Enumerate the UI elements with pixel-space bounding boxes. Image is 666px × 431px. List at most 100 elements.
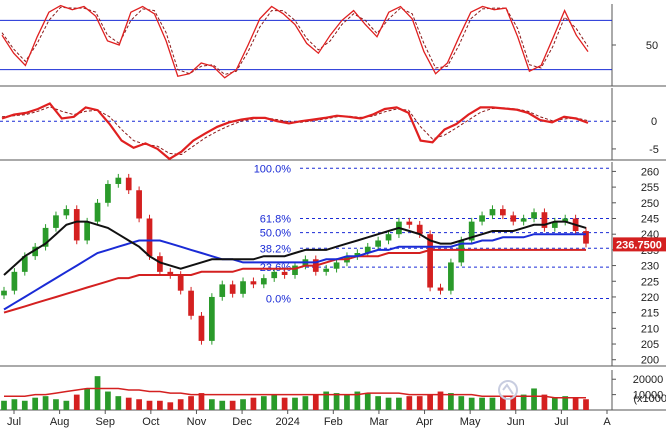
volume-bar bbox=[271, 394, 278, 410]
candle-body bbox=[541, 212, 548, 228]
price-tick-label: 225 bbox=[641, 276, 659, 288]
candle-body bbox=[385, 234, 392, 241]
volume-bar bbox=[188, 396, 194, 410]
osc-signal-line bbox=[1, 106, 589, 156]
candle-body bbox=[208, 296, 215, 341]
price-tick-label: 255 bbox=[641, 182, 659, 194]
candle-body bbox=[94, 202, 101, 222]
volume-bar bbox=[551, 397, 558, 410]
candle-body bbox=[510, 215, 517, 222]
candle-body bbox=[188, 290, 194, 316]
osc-main-line bbox=[1, 102, 589, 161]
month-label: Jul bbox=[554, 416, 568, 428]
candle-body bbox=[489, 209, 496, 216]
candle-body bbox=[448, 262, 454, 291]
candle-body bbox=[146, 218, 153, 257]
candle-body bbox=[427, 234, 433, 288]
candle-body bbox=[157, 256, 163, 272]
volume-bar bbox=[198, 393, 205, 410]
price-tick-label: 200 bbox=[641, 355, 659, 367]
candle-body bbox=[198, 315, 205, 341]
candle-body bbox=[468, 221, 475, 241]
candle-body bbox=[167, 271, 174, 275]
osc-tick-label: -5 bbox=[649, 144, 659, 156]
volume-bar bbox=[167, 402, 174, 410]
month-label: Nov bbox=[187, 416, 207, 428]
candle-body bbox=[73, 209, 80, 241]
volume-bar bbox=[572, 397, 579, 410]
price-tick-label: 215 bbox=[641, 308, 659, 320]
volume-bar bbox=[240, 399, 246, 410]
stoch-main-line bbox=[1, 4, 589, 79]
volume-bar bbox=[53, 399, 59, 410]
volume-bar bbox=[437, 391, 444, 410]
month-label: Jul bbox=[7, 416, 21, 428]
month-label: Dec bbox=[232, 416, 252, 428]
volume-bar bbox=[73, 394, 80, 410]
candle-body bbox=[125, 177, 132, 191]
price-panel: 2602552502452402352302252202152102052001… bbox=[0, 162, 666, 367]
volume-bar bbox=[21, 400, 28, 410]
volume-bar bbox=[136, 399, 142, 410]
fib-level-label: 0.0% bbox=[266, 294, 291, 306]
volume-bar bbox=[583, 399, 589, 410]
volume-bar bbox=[281, 397, 288, 410]
volume-bar bbox=[63, 400, 70, 410]
volume-unit-label: (x1000) bbox=[633, 393, 666, 405]
candle-body bbox=[375, 240, 382, 247]
candle-body bbox=[105, 183, 111, 203]
fib-level-label: 50.0% bbox=[260, 228, 291, 240]
volume-bar bbox=[344, 394, 350, 410]
candle-body bbox=[499, 209, 506, 216]
price-tick-label: 245 bbox=[641, 213, 659, 225]
price-tick-label: 205 bbox=[641, 339, 659, 351]
month-label: Jun bbox=[507, 416, 525, 428]
osc-tick-label: 0 bbox=[651, 116, 657, 128]
candle-body bbox=[84, 221, 91, 241]
volume-bar bbox=[520, 394, 527, 410]
volume-bar bbox=[354, 391, 361, 410]
candle-body bbox=[531, 212, 537, 219]
volume-bar bbox=[323, 391, 330, 410]
candle-body bbox=[437, 287, 444, 291]
volume-bar bbox=[115, 396, 122, 410]
volume-bar bbox=[364, 393, 371, 410]
volume-bar bbox=[125, 397, 132, 410]
volume-tick-label: 20000 bbox=[633, 374, 664, 386]
last-price-label: 236.7500 bbox=[616, 239, 662, 251]
month-label: 2024 bbox=[275, 416, 299, 428]
volume-bar bbox=[458, 396, 465, 410]
volume-tick-label: 10000 bbox=[633, 390, 664, 402]
volume-bar bbox=[312, 394, 319, 410]
volume-panel: 20000 10000(x1000) Jul Aug Sep Oct Nov Dec 2024 F… bbox=[0, 370, 666, 428]
volume-bar bbox=[219, 400, 226, 410]
candle-body bbox=[219, 284, 226, 297]
price-tick-label: 230 bbox=[641, 261, 659, 273]
candle-body bbox=[63, 209, 70, 216]
volume-bar bbox=[84, 388, 91, 410]
volume-bar bbox=[385, 397, 392, 410]
volume-bar bbox=[499, 396, 506, 410]
watermark bbox=[498, 380, 518, 400]
volume-bar bbox=[177, 399, 184, 410]
volume-bar bbox=[562, 396, 569, 410]
candle-body bbox=[1, 290, 7, 296]
candle-body bbox=[53, 215, 59, 228]
candle-body bbox=[458, 240, 465, 263]
month-label: Sep bbox=[95, 416, 115, 428]
month-label: May bbox=[460, 416, 481, 428]
month-label: Aug bbox=[50, 416, 70, 428]
candle-body bbox=[562, 218, 569, 222]
candle-body bbox=[292, 265, 298, 275]
volume-ma-line bbox=[4, 387, 586, 399]
stochastic-panel: 50 bbox=[0, 4, 666, 87]
volume-bar bbox=[94, 376, 101, 410]
volume-bar bbox=[416, 396, 423, 410]
month-label: A bbox=[603, 416, 611, 428]
candle-body bbox=[281, 271, 288, 275]
candle-body bbox=[551, 221, 558, 228]
volume-bar bbox=[427, 394, 433, 410]
volume-bar bbox=[157, 400, 163, 410]
candle-body bbox=[323, 268, 330, 272]
